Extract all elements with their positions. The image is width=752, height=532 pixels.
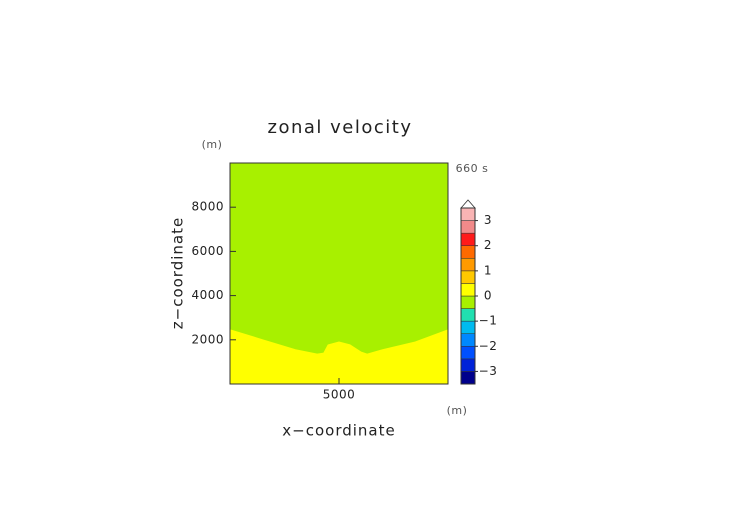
time-label: 660 s bbox=[456, 162, 489, 175]
colorbar-tick-label: 2 bbox=[484, 238, 492, 252]
x-tick-label: 5000 bbox=[323, 388, 356, 402]
lower-region bbox=[229, 329, 449, 385]
y-tick-label: 4000 bbox=[191, 288, 224, 302]
colorbar-band bbox=[460, 320, 476, 334]
colorbar-band bbox=[460, 308, 476, 322]
colorbar-band bbox=[460, 232, 476, 246]
x-unit: (m) bbox=[447, 404, 468, 417]
colorbar-tick-label: 1 bbox=[484, 263, 492, 277]
colorbar-band bbox=[460, 207, 476, 221]
y-unit: (m) bbox=[202, 138, 223, 151]
colorbar-band bbox=[460, 371, 476, 385]
colorbar-band bbox=[460, 333, 476, 347]
x-axis-label: x−coordinate bbox=[282, 422, 395, 440]
colorbar-extension bbox=[460, 199, 476, 209]
colorbar-band bbox=[460, 295, 476, 309]
colorbar-band bbox=[460, 258, 476, 272]
colorbar-band bbox=[460, 346, 476, 360]
y-tick-label: 6000 bbox=[191, 244, 224, 258]
colorbar-band bbox=[460, 283, 476, 297]
colorbar-tick-label: −3 bbox=[479, 364, 498, 378]
colorbar-tick-label: 0 bbox=[484, 289, 492, 303]
colorbar-band bbox=[460, 245, 476, 259]
chart-title: zonal velocity bbox=[268, 117, 413, 138]
colorbar-band bbox=[460, 220, 476, 234]
colorbar-tick-label: −1 bbox=[479, 314, 498, 328]
colorbar-band bbox=[460, 270, 476, 284]
colorbar-band bbox=[460, 358, 476, 372]
y-tick-label: 8000 bbox=[191, 200, 224, 214]
y-axis-label: z−coordinate bbox=[169, 217, 187, 329]
y-tick-label: 2000 bbox=[191, 332, 224, 346]
colorbar-tick-label: −2 bbox=[479, 339, 498, 353]
colorbar-tick-label: 3 bbox=[484, 213, 492, 227]
